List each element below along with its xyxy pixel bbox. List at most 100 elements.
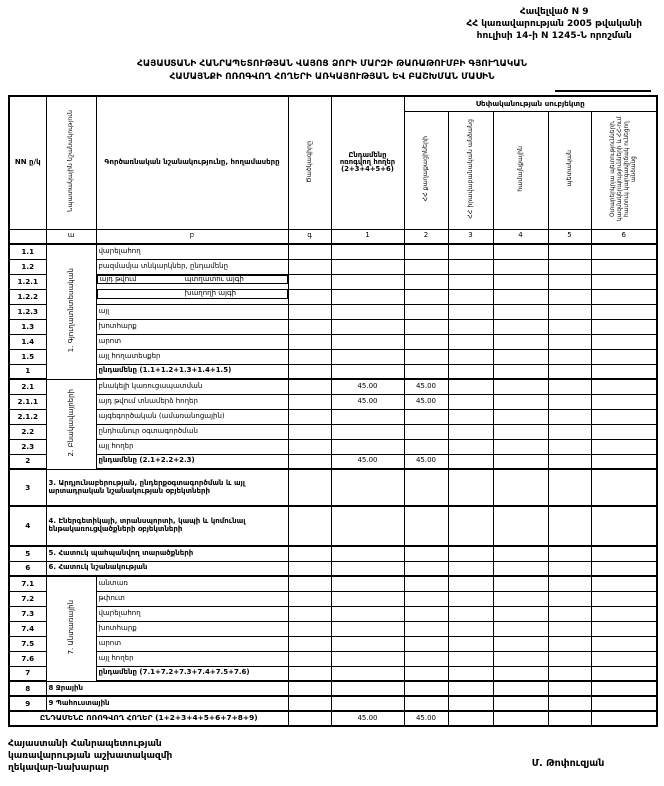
value-cell [330,650,405,667]
value-cell [547,505,592,547]
index-cell: 3 [447,228,494,245]
value-cell [492,468,549,507]
appendix-line-1: Հավելված N 9 [519,7,589,17]
value-cell [403,303,449,320]
value-cell [447,545,494,562]
value-cell [287,695,332,712]
value-cell: 45.00 [403,393,449,410]
value-cell [590,393,658,410]
table-row: 2 ընդամենը (2.1+2.2+2.3) 45.00 45.00 [8,453,658,470]
footer-line-3: ղեկավար-նախարար [8,763,110,774]
table-row: 1.1 1. Գյուղատնտեսական վարելահող [8,243,658,380]
value-cell [447,273,494,290]
owner-community-text: համայնքային [516,145,524,192]
value-cell [590,288,658,305]
value-cell [447,453,494,470]
value-cell [590,273,658,290]
value-cell [447,590,494,607]
value-cell [287,650,332,667]
table-row: 7.1 7. Անտառային անտառ [8,575,658,682]
value-cell [590,468,658,507]
table-row: 6 6. Հատուկ նշանակության [8,560,658,577]
value-cell [492,620,549,637]
index-cell: 2 [403,228,449,245]
row-num: 2.1.1 [8,393,47,410]
table-row: 1.2.3 այլ [8,303,658,320]
value-cell [590,408,658,425]
table-row: 7.3 վարելահող [8,605,658,622]
row-label: խոտհարք [95,620,289,637]
table-row: 7.4 խոտհարք [8,620,658,637]
value-cell [447,605,494,622]
index-cell: 1 [330,228,405,245]
table-row: 2.1.2 այգեգործական (ամառանոցային) [8,408,658,425]
value-cell [287,665,332,682]
value-cell [287,258,332,275]
value-cell [547,333,592,350]
value-cell [590,680,658,697]
col-header-owner-state: պետական [547,110,592,230]
value-cell [590,650,658,667]
value-cell [547,695,592,712]
value-cell [287,505,332,547]
value-cell [590,505,658,547]
col-header-owner-community: համայնքային [492,110,549,230]
page-title-line-2: ՀԱՄԱՅՆՔԻ ՈՌՈԳՎՈՂ ՀՈՂԵՐԻ ԱՌԿԱՅՈՒԹՅԱՆ ԵՎ Բ… [169,72,495,83]
value-cell [403,288,449,305]
row-num: 2.3 [8,438,47,455]
value-cell [447,363,494,380]
col-header-total: Ընդամենը ոռոգվող հողեր (2+3+4+5+6) [330,95,405,230]
page-title-line-1: ՀԱՅԱՍՏԱՆԻ ՀԱՆՐԱՊԵՏՈՒԹՅԱՆ ՎԱՅՈՑ ՁՈՐԻ ՄԱՐԶ… [136,59,527,69]
value-cell [590,318,658,335]
value-cell [590,423,658,440]
row-num: 7.1 [8,575,47,592]
value-cell [492,635,549,652]
value-cell [447,243,494,260]
value-cell [403,680,449,697]
value-cell [287,243,332,260]
value-cell [547,243,592,260]
table-body: 1.1 1. Գյուղատնտեսական վարելահող 1.2 բազմամյ… [8,243,658,727]
value-cell: 45.00 [403,453,449,470]
unit-rule [555,90,651,92]
value-cell [287,288,332,305]
value-cell [492,605,549,622]
value-cell [590,620,658,637]
value-cell [287,393,332,410]
value-cell [330,560,405,577]
row-num: 2.2 [8,423,47,440]
value-cell [492,288,549,305]
row-num: 1.4 [8,333,47,350]
owner-legal-text: ՀՀ իրավաբանական անձանց [466,118,474,219]
value-cell [547,258,592,275]
row-num: 7.5 [8,635,47,652]
value-cell [403,505,449,547]
value-cell: 45.00 [330,378,405,395]
row-label: 5. Հատուկ պահպանվող տարածքների [45,545,289,562]
value-cell [287,303,332,320]
value-cell [330,635,405,652]
value-cell [403,348,449,365]
row-num: 9 [8,695,47,712]
value-cell [447,505,494,547]
signature-name: Մ. Թոփուզյան [531,758,605,769]
index-cell: 5 [547,228,592,245]
appendix-header: Հավելված N 9 ՀՀ կառավարության 2005 թվակա… [466,6,642,42]
value-cell [547,560,592,577]
value-cell [287,318,332,335]
col-header-code-text: Ծածկագիրը [305,140,313,183]
value-cell: 45.00 [330,710,405,727]
value-cell [403,590,449,607]
value-cell [330,620,405,637]
value-cell [547,545,592,562]
value-cell [447,650,494,667]
value-cell [492,575,549,592]
value-cell [492,650,549,667]
table-row: 1.4 արոտ [8,333,658,350]
table-row: 2.2 ընդհանուր օգտագործման [8,423,658,440]
value-cell [447,258,494,275]
table-row: 1.2.2 խաղողի այգի [8,288,658,305]
row-label: 4. Էներգետիկայի, տրանսպորտի, կապի և կոմո… [45,505,289,547]
value-cell [492,378,549,395]
